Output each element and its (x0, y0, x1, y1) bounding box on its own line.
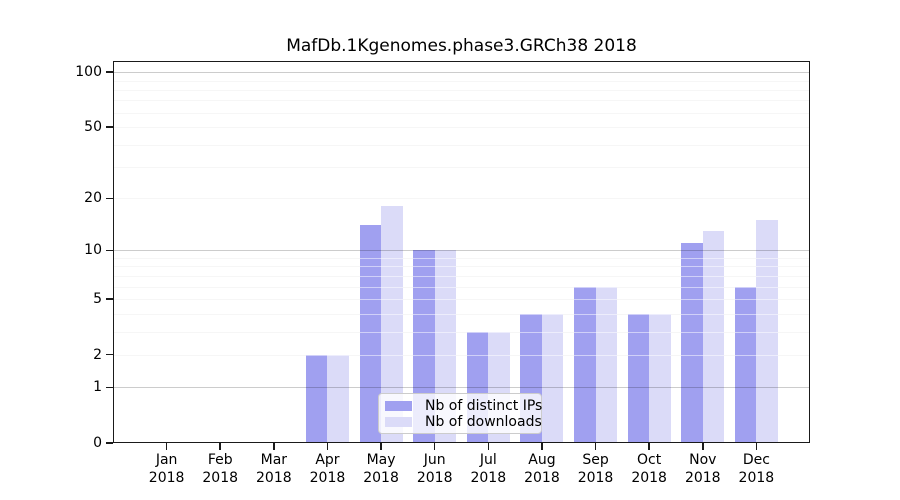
bar-downloads-dec (756, 220, 778, 443)
legend: Nb of distinct IPs Nb of downloads (378, 393, 542, 434)
y-tick-label-5: 5 (93, 291, 102, 307)
gridline-minor-overlay-7 (113, 275, 810, 277)
x-tick-label-apr: Apr 2018 (309, 452, 346, 486)
y-tick-2 (106, 353, 113, 356)
x-tick-label-mar: Mar 2018 (256, 452, 292, 486)
x-tick-may (380, 443, 382, 450)
x-tick-feb (219, 443, 221, 450)
x-tick-oct (648, 443, 650, 450)
bar-distinct-ips-sep (574, 286, 596, 443)
y-tick-label-50: 50 (84, 119, 102, 136)
y-tick-label-0: 0 (93, 435, 102, 451)
x-tick-dec (755, 443, 758, 450)
bar-downloads-oct (649, 313, 671, 443)
x-tick-nov (702, 443, 704, 450)
y-tick-label-10: 10 (84, 242, 102, 259)
y-tick-label-2: 2 (93, 346, 102, 363)
x-tick-jul (487, 443, 490, 450)
legend-label-distinct-ips: Nb of distinct IPs (425, 398, 543, 414)
gridline-minor-overlay-60 (113, 112, 810, 114)
bar-distinct-ips-oct (627, 313, 650, 443)
x-tick-label-may: May 2018 (363, 452, 399, 486)
x-tick-mar (273, 443, 275, 450)
gridline-minor-overlay-50 (113, 127, 810, 129)
bar-downloads-aug (541, 313, 564, 443)
bar-distinct-ips-may (359, 225, 382, 443)
x-tick-label-nov: Nov 2018 (684, 452, 721, 486)
bar-downloads-may (381, 206, 403, 443)
legend-item-distinct-ips: Nb of distinct IPs (385, 398, 542, 414)
y-tick-100 (106, 71, 113, 73)
gridline-minor-overlay-90 (113, 80, 810, 82)
gridline-minor-overlay-8 (113, 266, 810, 268)
gridline-minor-overlay-2 (113, 354, 810, 356)
x-tick-label-jan: Jan 2018 (148, 452, 185, 486)
x-tick-label-aug: Aug 2018 (524, 452, 560, 486)
gridline-major-10 (113, 250, 810, 252)
bar-downloads-nov (702, 230, 725, 443)
bar-downloads-apr (327, 354, 349, 443)
x-tick-label-oct: Oct 2018 (631, 452, 667, 486)
gridline-minor-overlay-5 (113, 299, 810, 300)
y-tick-label-20: 20 (84, 190, 102, 207)
plot-frame (113, 61, 810, 443)
x-tick-label-feb: Feb 2018 (202, 452, 239, 486)
x-tick-jun (433, 443, 436, 450)
y-tick-20 (106, 197, 113, 200)
gridline-minor-overlay-30 (113, 167, 810, 169)
y-tick-10 (106, 249, 113, 252)
x-tick-label-jul: Jul 2018 (470, 452, 507, 486)
x-tick-jan (165, 443, 168, 450)
legend-item-downloads: Nb of downloads (385, 414, 542, 430)
y-tick-label-1: 1 (93, 379, 102, 396)
y-tick-1 (106, 386, 113, 389)
x-tick-label-jun: Jun 2018 (416, 452, 453, 486)
y-tick-0 (106, 442, 113, 444)
legend-swatch-downloads (385, 417, 412, 427)
gridline-minor-overlay-40 (113, 144, 810, 146)
y-tick-5 (106, 298, 113, 300)
y-tick-label-100: 100 (75, 64, 102, 81)
bar-distinct-ips-apr (305, 354, 328, 443)
gridline-minor-overlay-70 (113, 100, 810, 102)
bar-downloads-sep (595, 286, 618, 443)
legend-label-downloads: Nb of downloads (425, 414, 542, 430)
gridline-major-100 (113, 72, 810, 74)
gridline-major-1 (113, 387, 810, 389)
grid-overlay-layer (113, 61, 810, 443)
gridline-minor-overlay-20 (113, 198, 810, 200)
x-tick-label-dec: Dec 2018 (738, 452, 775, 486)
chart-title: MafDb.1Kgenomes.phase3.GRCh38 2018 (286, 36, 637, 56)
x-tick-apr (326, 443, 329, 450)
bar-distinct-ips-dec (734, 286, 757, 443)
gridline-minor-overlay-3 (113, 331, 810, 333)
gridline-minor-overlay-80 (113, 89, 810, 91)
y-tick-50 (106, 126, 113, 128)
x-tick-aug (541, 443, 543, 450)
legend-swatch-distinct-ips (385, 401, 412, 411)
x-tick-sep (594, 443, 597, 450)
gridline-minor-overlay-6 (113, 286, 810, 288)
gridline-minor-overlay-4 (113, 313, 810, 315)
x-tick-label-sep: Sep 2018 (577, 452, 614, 486)
bar-distinct-ips-nov (681, 243, 703, 443)
gridline-minor-overlay-9 (113, 257, 810, 259)
